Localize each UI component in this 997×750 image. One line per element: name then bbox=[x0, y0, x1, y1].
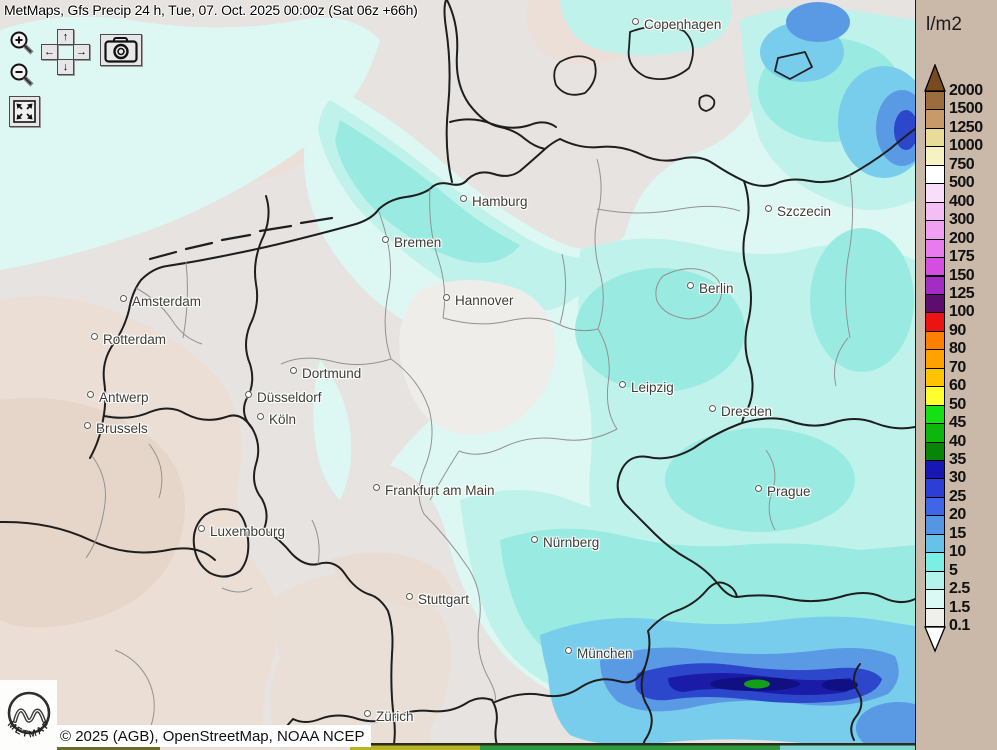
legend-box bbox=[925, 367, 945, 388]
legend-value-label: 5 bbox=[949, 561, 958, 579]
legend-unit-label: l/m2 bbox=[926, 14, 962, 35]
legend-value-label: 70 bbox=[949, 358, 966, 376]
legend-value-label: 90 bbox=[949, 321, 966, 339]
legend-box bbox=[925, 183, 945, 203]
legend-value-label: 30 bbox=[949, 469, 966, 487]
zoom-in-button[interactable] bbox=[9, 30, 36, 57]
legend-box bbox=[925, 220, 945, 240]
magnifier-plus-icon bbox=[10, 31, 34, 55]
legend-value-label: 0.1 bbox=[949, 617, 970, 635]
pan-up-button[interactable]: ↑ bbox=[57, 29, 74, 45]
legend-value-label: 2.5 bbox=[949, 580, 970, 598]
legend-box bbox=[925, 589, 945, 609]
legend-box bbox=[925, 441, 945, 461]
legend-box bbox=[925, 515, 945, 535]
pan-down-button[interactable]: ↓ bbox=[57, 59, 74, 75]
legend-value-label: 750 bbox=[949, 155, 975, 173]
pan-left-button[interactable]: ← bbox=[41, 44, 58, 60]
legend-value-label: 1500 bbox=[949, 100, 983, 118]
legend-box bbox=[925, 330, 945, 351]
legend-value-label: 20 bbox=[949, 506, 966, 524]
arrow-right-icon: → bbox=[76, 45, 87, 58]
legend-value-label: 80 bbox=[949, 340, 966, 358]
legend-value-label: 175 bbox=[949, 248, 975, 266]
legend-value-label: 2000 bbox=[949, 82, 983, 99]
legend-value-label: 125 bbox=[949, 284, 975, 302]
magnifier-minus-icon bbox=[10, 63, 34, 87]
legend-value-label: 1250 bbox=[949, 118, 983, 136]
legend-arrow-down bbox=[924, 626, 946, 653]
arrow-up-icon: ↑ bbox=[62, 30, 69, 43]
legend-value-label: 200 bbox=[949, 229, 975, 247]
legend-value-label: 1.5 bbox=[949, 598, 970, 616]
legend-value-label: 40 bbox=[949, 432, 966, 450]
pan-right-button[interactable]: → bbox=[73, 44, 90, 60]
legend-value-label: 400 bbox=[949, 192, 975, 210]
map-canvas[interactable] bbox=[0, 0, 915, 750]
legend-box bbox=[925, 127, 945, 148]
legend-box bbox=[925, 460, 945, 480]
legend-value-label: 150 bbox=[949, 266, 975, 284]
legend-box bbox=[925, 91, 945, 111]
legend-box bbox=[925, 478, 945, 498]
legend-box bbox=[925, 570, 945, 591]
legend-box bbox=[925, 386, 945, 406]
legend-arrow-up bbox=[924, 64, 946, 92]
map-title: MetMaps, Gfs Precip 24 h, Tue, 07. Oct. … bbox=[4, 2, 418, 18]
legend-box bbox=[925, 312, 945, 332]
attribution-bar[interactable]: © 2025 (AGB), OpenStreetMap, NOAA NCEP bbox=[57, 725, 371, 747]
legend-box bbox=[925, 109, 945, 129]
legend-box bbox=[925, 238, 945, 259]
arrow-left-icon: ← bbox=[44, 45, 55, 58]
legend-value-label: 60 bbox=[949, 377, 966, 395]
legend-value-label: 300 bbox=[949, 211, 975, 229]
fullscreen-arrows-icon bbox=[13, 100, 36, 123]
legend-box bbox=[925, 164, 945, 185]
legend-box bbox=[925, 496, 945, 517]
legend-value-label: 500 bbox=[949, 174, 975, 192]
regional-borders bbox=[85, 158, 854, 727]
legend-box bbox=[925, 404, 945, 425]
logo-circle bbox=[7, 691, 51, 735]
zoom-out-button[interactable] bbox=[9, 62, 36, 89]
legend-box bbox=[925, 349, 945, 369]
legend-box bbox=[925, 146, 945, 166]
precipitation-layer bbox=[0, 0, 915, 750]
legend-box bbox=[925, 423, 945, 443]
legend-value-label: 100 bbox=[949, 303, 975, 321]
legend-value-label: 25 bbox=[949, 487, 966, 505]
legend-box bbox=[925, 607, 945, 628]
legend-box bbox=[925, 201, 945, 222]
legend-value-label: 35 bbox=[949, 451, 966, 468]
legend-box bbox=[925, 533, 945, 554]
legend-value-label: 10 bbox=[949, 543, 966, 561]
legend-value-label: 15 bbox=[949, 524, 966, 542]
legend-box bbox=[925, 293, 945, 314]
legend-value-label: 50 bbox=[949, 395, 966, 413]
attribution-text: © 2025 (AGB), OpenStreetMap, NOAA NCEP bbox=[60, 727, 365, 745]
camera-icon bbox=[104, 37, 138, 63]
fullscreen-button[interactable] bbox=[9, 96, 40, 127]
metmaps-logo[interactable]: METMAPS bbox=[0, 672, 57, 750]
screenshot-button[interactable] bbox=[100, 34, 142, 66]
legend-panel: l/m2 2000 1500 1250 1000 750 500 400 300 200 175 1… bbox=[915, 0, 997, 750]
legend-value-label: 45 bbox=[949, 414, 966, 432]
legend-box bbox=[925, 275, 945, 295]
legend-value-label: 1000 bbox=[949, 137, 983, 155]
legend-box bbox=[925, 257, 945, 277]
legend-box bbox=[925, 552, 945, 572]
map-bottom-edge bbox=[0, 743, 915, 750]
arrow-down-icon: ↓ bbox=[62, 60, 69, 73]
